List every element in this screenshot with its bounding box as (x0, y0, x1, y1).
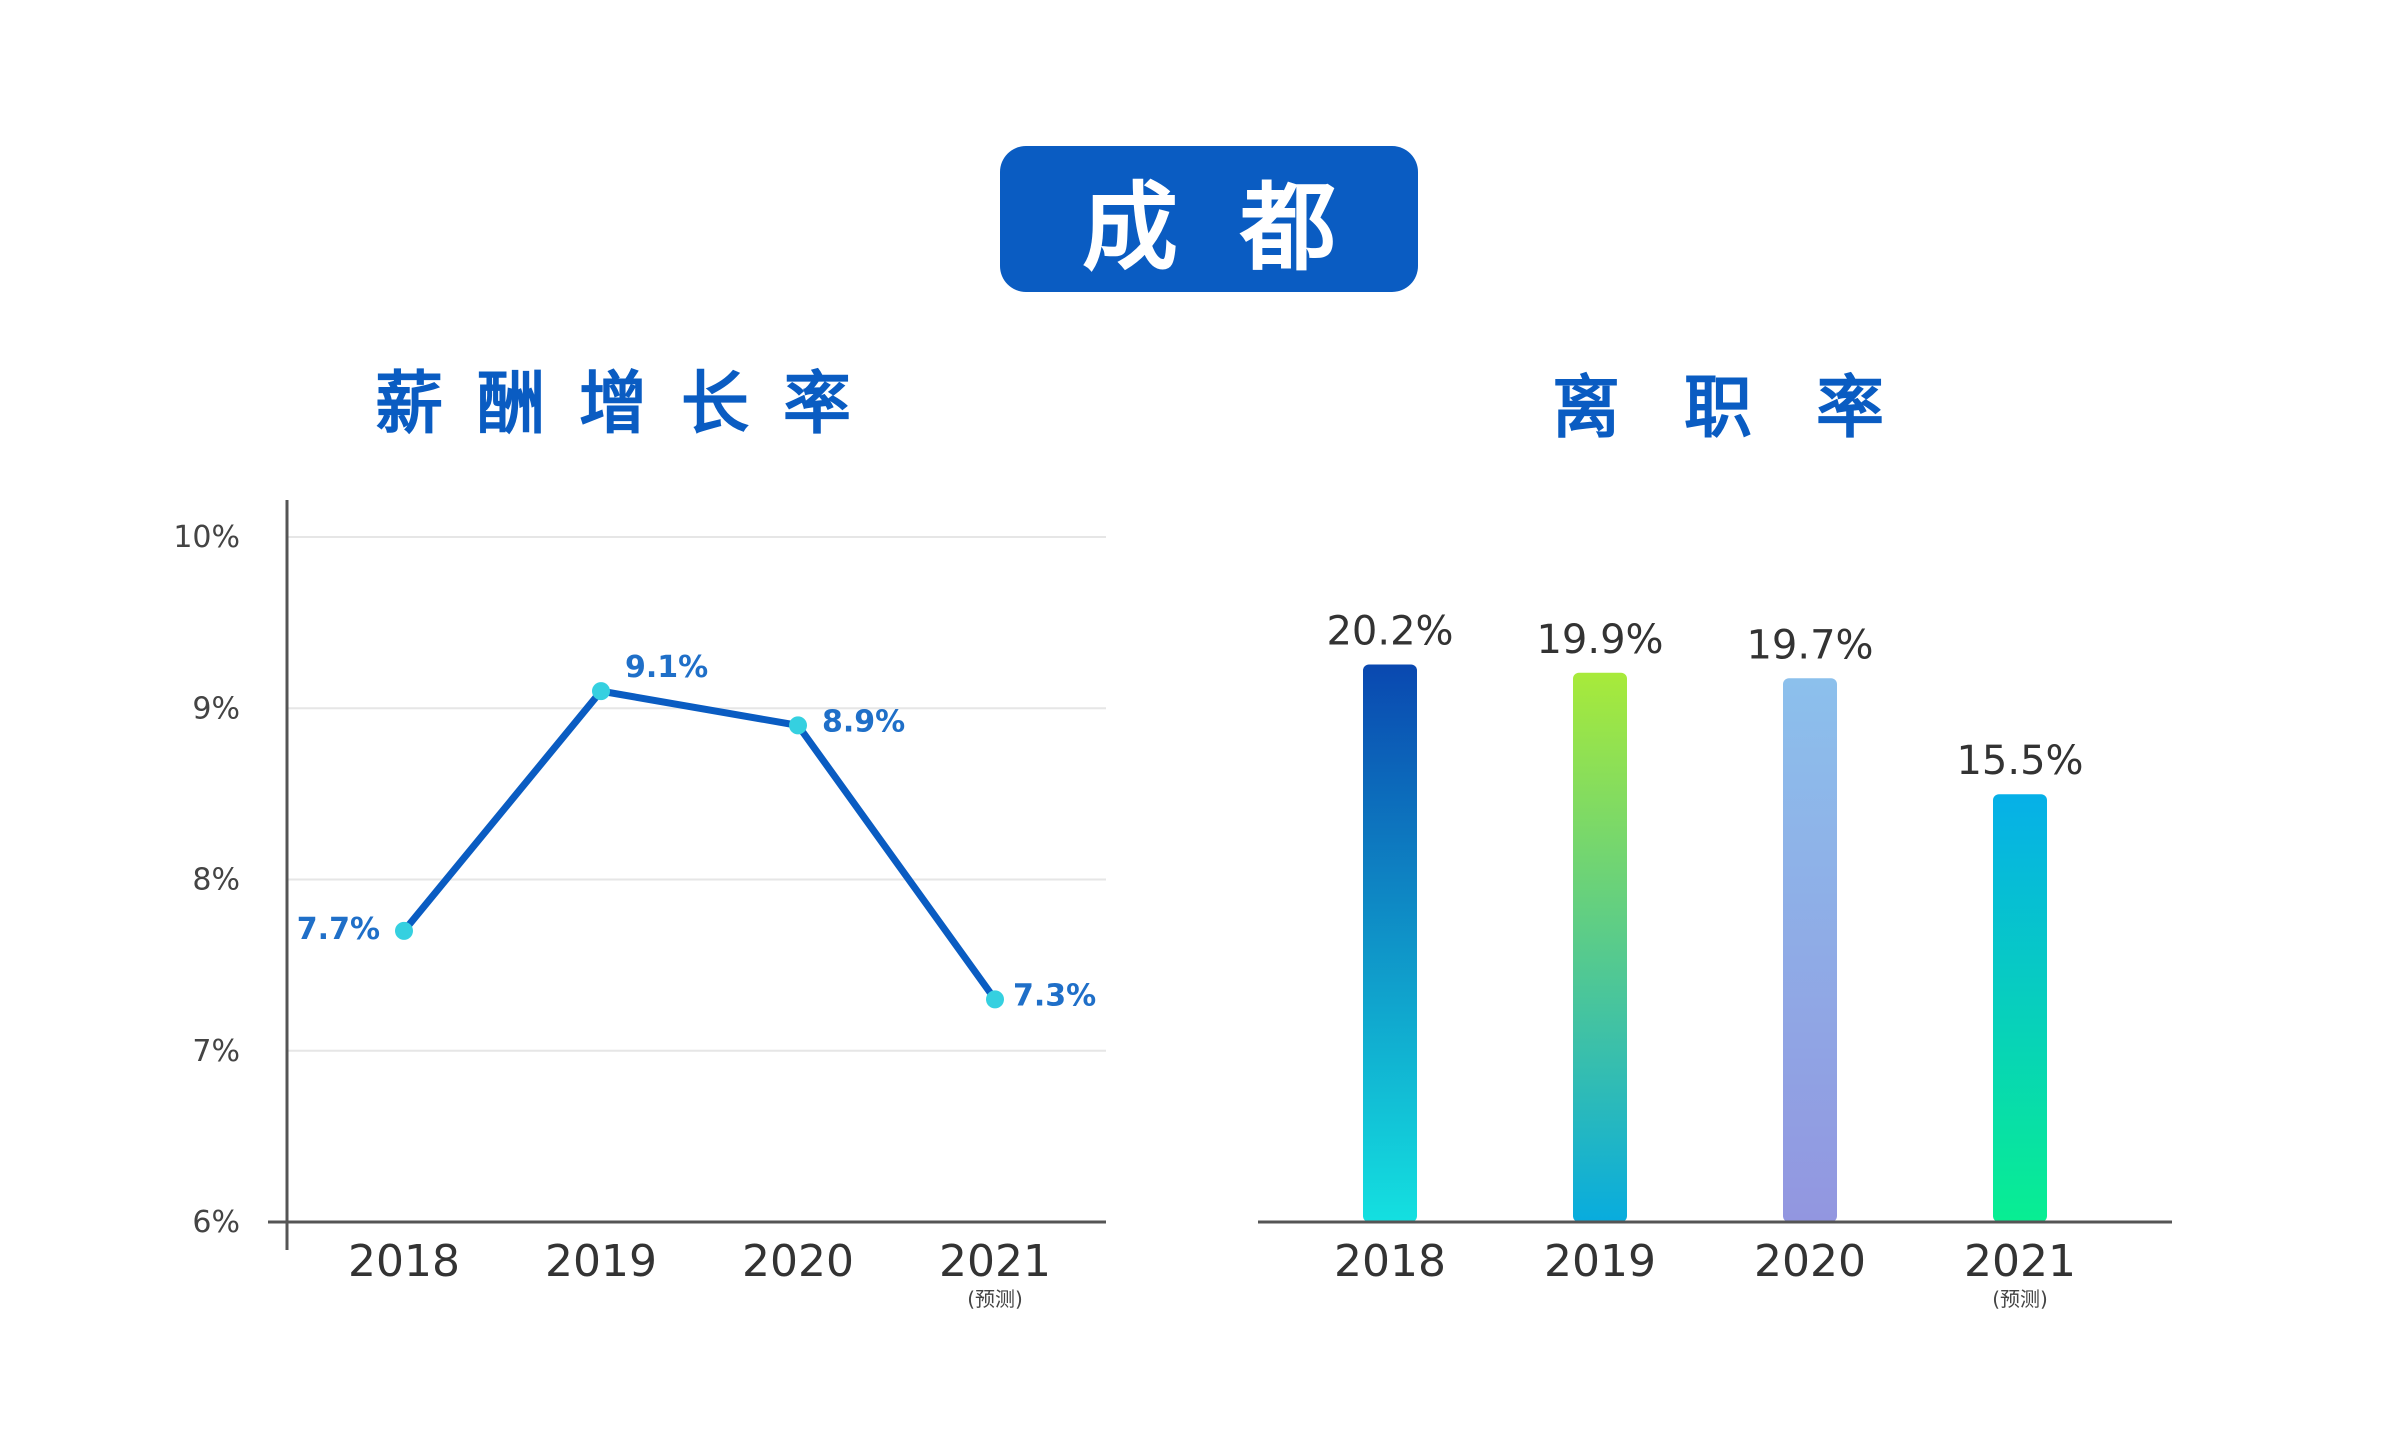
data-point (986, 990, 1004, 1009)
salary-growth-title: 薪酬增长率 (374, 365, 885, 444)
y-tick-label: 10% (173, 520, 240, 555)
bar (1363, 664, 1417, 1222)
x-tick-note: (预测) (967, 1287, 1023, 1311)
data-point (592, 682, 610, 701)
bar-value-label: 20.2% (1326, 608, 1453, 654)
x-tick-label: 2021 (1964, 1236, 2076, 1287)
bar-value-label: 15.5% (1956, 738, 2083, 784)
x-tick-note: (预测) (1992, 1287, 2048, 1311)
city-badge: 成都 (1000, 146, 1418, 292)
salary-growth-line (401, 687, 998, 1002)
data-label: 9.1% (625, 650, 708, 685)
data-label: 7.7% (297, 912, 380, 947)
data-label: 7.3% (1013, 978, 1096, 1013)
x-tick-label: 2019 (545, 1236, 657, 1287)
bar (1783, 678, 1837, 1222)
data-point (395, 921, 413, 940)
x-tick-label: 2018 (1334, 1236, 1446, 1287)
y-tick-label: 7% (192, 1034, 240, 1069)
bar-value-label: 19.7% (1746, 622, 1873, 668)
city-title: 成都 (1082, 171, 1398, 284)
bar (1993, 794, 2047, 1222)
bar (1573, 672, 1627, 1222)
y-tick-label: 9% (192, 691, 240, 726)
x-tick-label: 2021 (939, 1236, 1051, 1287)
x-tick-label: 2020 (742, 1236, 854, 1287)
x-tick-label: 2020 (1754, 1236, 1866, 1287)
y-tick-label: 6% (192, 1205, 240, 1240)
x-tick-label: 2019 (1544, 1236, 1656, 1287)
bar-value-label: 19.9% (1536, 617, 1663, 663)
turnover-rate-title: 离职率 (1551, 369, 1948, 448)
data-point (789, 716, 807, 735)
data-label: 8.9% (822, 704, 905, 739)
y-tick-label: 8% (192, 863, 240, 898)
x-tick-label: 2018 (348, 1236, 460, 1287)
